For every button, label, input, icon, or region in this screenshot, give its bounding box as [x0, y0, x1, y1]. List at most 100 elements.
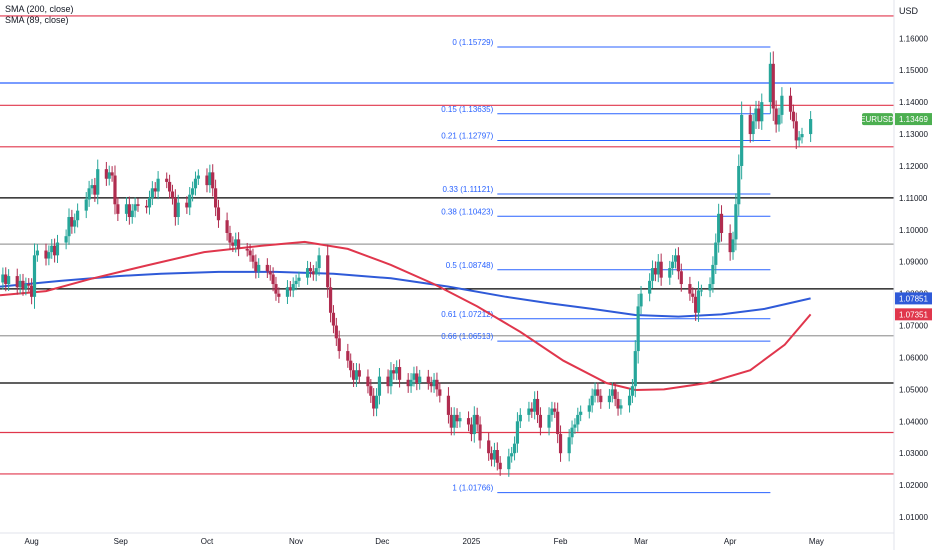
fibonacci-retracement[interactable]: 0 (1.15729) 0.15 (1.13635) 0.21 (1.12797) 0… — [441, 38, 771, 494]
candle-body — [334, 325, 338, 339]
candle-body — [570, 427, 574, 438]
candle-body — [124, 204, 129, 214]
candlestick-series — [1, 51, 813, 477]
price-badges: EURUSD 1.13469 1.07851 1.07351 — [860, 113, 932, 321]
candle-body — [104, 169, 108, 179]
candle-body — [719, 213, 724, 233]
candle-body — [24, 284, 28, 289]
candle-body — [619, 405, 623, 409]
candle-body — [265, 264, 269, 272]
candle-body — [576, 414, 580, 425]
x-tick-label: Dec — [375, 537, 389, 546]
candle-body — [610, 389, 614, 396]
candle-body — [147, 197, 152, 208]
x-tick-label: Nov — [289, 537, 303, 546]
candle-body — [67, 217, 71, 237]
candle-body — [44, 250, 48, 259]
candle-body — [714, 242, 718, 265]
candle-body — [455, 414, 459, 422]
candle-body — [136, 204, 140, 206]
x-tick-label: Aug — [25, 537, 39, 546]
price-axis[interactable]: 1.16000 1.15000 1.14000 1.13000 1.12000 1.110… — [899, 34, 928, 522]
candle-body — [774, 108, 778, 125]
candle-body — [751, 121, 755, 135]
price-badge — [895, 292, 932, 305]
y-tick-label: 1.04000 — [899, 417, 928, 426]
candle-body — [656, 261, 660, 275]
candle-body — [748, 114, 752, 135]
candle-body — [357, 370, 361, 377]
candle-body — [593, 389, 597, 396]
fib-level-label: 0.21 (1.12797) — [441, 132, 493, 141]
candle-body — [297, 277, 301, 281]
candle-body — [449, 414, 453, 428]
candle-body — [691, 293, 695, 297]
candle-body — [176, 202, 180, 218]
candle-body — [466, 418, 471, 425]
currency-label[interactable]: USD — [898, 6, 918, 16]
candle-body — [168, 181, 172, 192]
candle-body — [268, 271, 272, 275]
fib-level-label: 0 (1.15729) — [452, 38, 493, 47]
candle-body — [512, 443, 517, 454]
candle-body — [188, 194, 192, 208]
x-tick-label: Mar — [634, 537, 648, 546]
y-tick-label: 1.12000 — [899, 162, 928, 171]
candle-body — [7, 276, 11, 285]
candle-body — [613, 389, 617, 399]
candle-body — [190, 188, 195, 195]
candle-body — [553, 408, 557, 412]
time-axis[interactable]: Aug Sep Oct Nov Dec 2025 Feb Mar Apr May — [25, 537, 824, 546]
candle-body — [717, 213, 721, 243]
candle-body — [337, 338, 341, 352]
candle-body — [90, 185, 94, 189]
candle-body — [771, 63, 775, 109]
candle-body — [616, 398, 620, 409]
candle-body — [648, 280, 652, 294]
candle-body — [587, 405, 591, 412]
candle-body — [429, 382, 433, 387]
candle-body — [607, 395, 612, 403]
candle-body — [193, 178, 198, 189]
candle-body — [472, 414, 476, 435]
candle-body — [599, 395, 603, 403]
candle-body — [285, 287, 290, 297]
candle-body — [696, 290, 701, 313]
candle-body — [277, 293, 281, 297]
fib-level-label: 1 (1.01766) — [452, 484, 493, 493]
candle-body — [737, 165, 741, 205]
moving-averages — [0, 240, 812, 392]
candle-body — [567, 437, 571, 454]
candle-body — [515, 421, 520, 444]
candle-body — [780, 95, 784, 115]
candle-body — [27, 284, 31, 286]
candle-body — [314, 268, 318, 275]
candle-body — [708, 284, 712, 291]
candle-body — [409, 379, 413, 387]
candle-body — [377, 376, 382, 396]
candle-body — [274, 284, 278, 294]
symbol-badge — [862, 113, 893, 126]
legend-sma89[interactable]: SMA (89, close) — [5, 15, 69, 25]
fib-level-label: 0.15 (1.13635) — [441, 105, 493, 114]
candle-body — [475, 414, 479, 425]
sma-200-line — [0, 270, 811, 318]
candle-body — [331, 312, 336, 326]
candle-body — [590, 395, 594, 406]
price-badge-value: 1.13469 — [899, 115, 928, 124]
candle-body — [165, 178, 169, 182]
candle-body — [412, 373, 416, 380]
candle-body — [349, 360, 353, 371]
legend-sma200[interactable]: SMA (200, close) — [5, 4, 74, 14]
candle-body — [294, 280, 298, 285]
price-badge — [895, 113, 932, 126]
candle-body — [93, 185, 97, 195]
candle-body — [15, 276, 19, 288]
candle-body — [556, 411, 560, 435]
y-tick-label: 1.03000 — [899, 449, 928, 458]
candle-body — [288, 287, 292, 291]
y-tick-label: 1.13000 — [899, 130, 928, 139]
candle-body — [76, 210, 80, 221]
candle-body — [196, 175, 200, 179]
